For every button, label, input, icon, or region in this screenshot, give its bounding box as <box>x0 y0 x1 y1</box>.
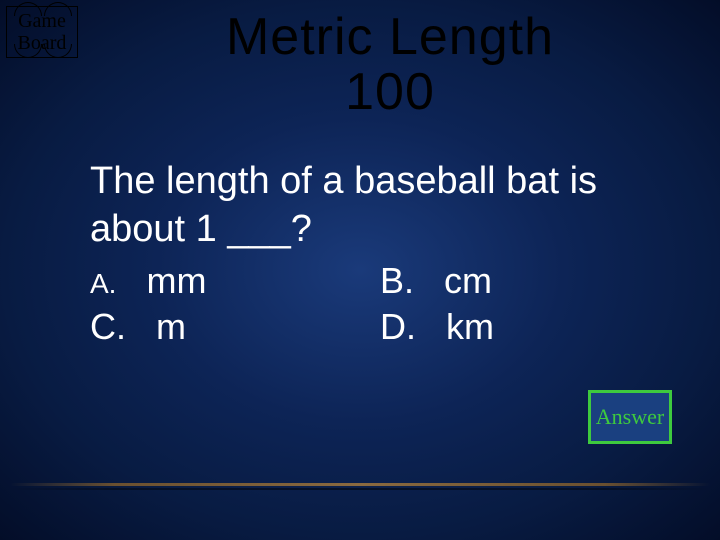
option-a-text <box>126 260 146 301</box>
option-row-1: A. mm B. cm <box>90 260 650 302</box>
option-row-2: C. m D. km <box>90 306 650 348</box>
option-b-label: B. <box>380 260 414 301</box>
option-a: A. mm <box>90 260 380 302</box>
option-d-text <box>426 306 446 347</box>
option-b-text <box>424 260 444 301</box>
slide-title: Metric Length 100 <box>120 10 660 119</box>
option-b: B. cm <box>380 260 640 302</box>
option-a-value: mm <box>147 260 207 301</box>
divider-line <box>10 483 710 486</box>
title-line-1: Metric Length <box>120 10 660 65</box>
question-text: The length of a baseball bat is about 1 … <box>90 158 670 253</box>
option-a-label: A. <box>90 268 116 299</box>
bracket-decoration <box>14 2 42 16</box>
option-d: D. km <box>380 306 640 348</box>
answer-button[interactable]: Answer <box>588 390 672 444</box>
option-d-label: D. <box>380 306 416 347</box>
divider-shadow <box>10 488 710 490</box>
option-d-value: km <box>446 306 494 347</box>
option-b-value: cm <box>444 260 492 301</box>
option-c-text <box>136 306 156 347</box>
title-line-2: 100 <box>120 65 660 120</box>
bracket-decoration <box>44 2 72 16</box>
options-container: A. mm B. cm C. m D. km <box>90 260 650 352</box>
option-c-label: C. <box>90 306 126 347</box>
option-c-value: m <box>156 306 186 347</box>
option-c: C. m <box>90 306 380 348</box>
